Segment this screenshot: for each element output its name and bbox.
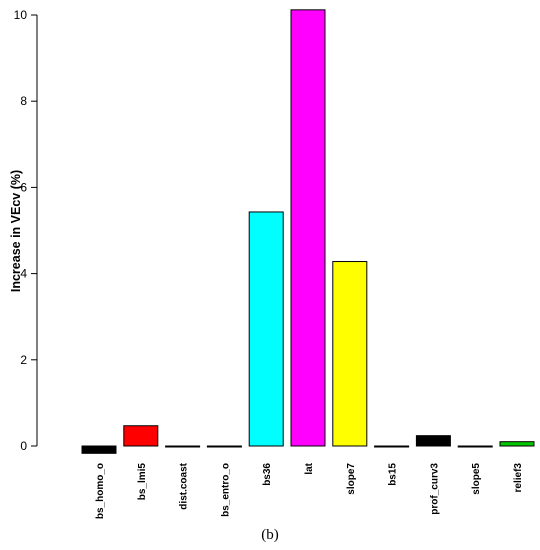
y-tick-label: 0 [20,439,27,453]
bar-bs_entro_o [206,445,242,448]
bar-bs_homo_o [81,445,117,454]
x-tick-label: dist.coast [179,462,190,509]
panel-label: (b) [261,527,279,543]
y-tick-label: 4 [20,267,27,281]
bar-bs_lmi5 [123,425,159,447]
bar-relief3 [499,441,535,447]
y-axis: 0 2 4 6 8 10 [14,8,38,453]
bar-prof_curv3 [415,435,451,447]
bar-dist.coast [165,445,201,448]
y-tick-label: 10 [14,8,28,22]
x-tick-label: bs_lmi5 [137,463,148,501]
bar-slope7 [332,261,368,447]
x-tick-label: bs15 [388,463,399,486]
x-tick-label: slope5 [471,463,482,495]
x-tick-label: relief3 [513,463,524,493]
y-tick-label: 8 [20,94,27,108]
bar-slope5 [457,445,493,448]
y-tick-label: 6 [20,180,27,194]
x-tick-labels: bs_homo_o bs_lmi5 dist.coast bs_entro_o bs36… [95,462,524,519]
x-tick-label: bs36 [262,463,273,486]
x-tick-label: bs_homo_o [95,463,106,519]
bars-group [81,9,535,454]
y-axis-label: Increase in VEcv (%) [9,170,23,292]
x-tick-label: lat [304,462,315,474]
y-tick-label: 2 [20,353,27,367]
x-tick-label: bs_entro_o [220,463,231,517]
bar-bs15 [374,445,410,448]
bar-lat [290,9,326,447]
bar-bs36 [248,211,284,447]
x-tick-label: slope7 [346,463,357,495]
x-tick-label: prof_curv3 [429,463,440,515]
